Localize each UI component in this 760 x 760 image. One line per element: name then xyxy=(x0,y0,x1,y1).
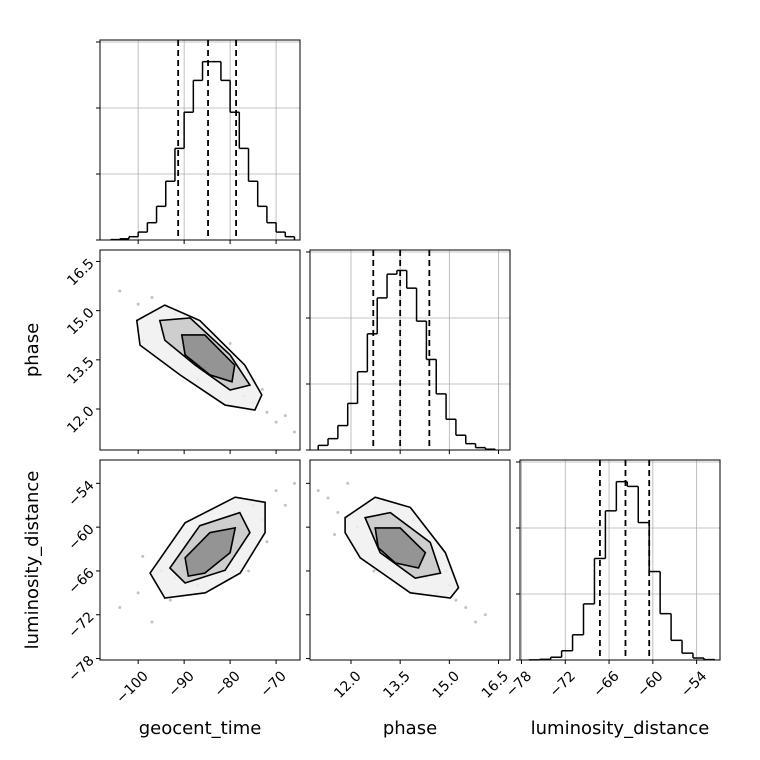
x-tick-label: −60 xyxy=(634,668,666,700)
sample-point xyxy=(141,554,145,558)
sample-point xyxy=(274,489,278,493)
sample-point xyxy=(260,387,264,391)
x-tick-label: −70 xyxy=(257,668,289,700)
x-tick-label: −66 xyxy=(590,668,622,700)
sample-point xyxy=(150,296,154,300)
y-tick-label: 13.5 xyxy=(64,354,97,387)
contour xyxy=(184,526,237,578)
sample-point xyxy=(274,420,278,424)
y-tick-label: −72 xyxy=(65,609,97,641)
sample-point xyxy=(454,598,458,602)
sample-point xyxy=(346,481,350,485)
panel-frame xyxy=(519,459,721,661)
sample-point xyxy=(265,410,269,414)
x-axis-label: geocent_time xyxy=(139,718,262,739)
contour xyxy=(180,334,236,383)
x-tick-label: 12.0 xyxy=(331,668,364,701)
y-tick-label: 16.5 xyxy=(64,256,97,289)
sample-point xyxy=(265,540,269,544)
panel-frame xyxy=(309,459,511,661)
sample-point xyxy=(464,605,468,609)
y-tick-label: −60 xyxy=(65,521,97,553)
y-tick-label: 12.0 xyxy=(64,403,97,436)
panel-frame xyxy=(99,39,301,241)
sample-point xyxy=(150,620,154,624)
sample-point xyxy=(136,591,140,595)
y-axis-label: phase xyxy=(22,323,43,377)
x-axis-label: luminosity_distance xyxy=(531,718,710,739)
x-tick-label: −90 xyxy=(166,668,198,700)
x-tick-label: −80 xyxy=(212,668,244,700)
sample-point xyxy=(316,489,320,493)
sample-point xyxy=(228,341,232,345)
sample-point xyxy=(283,503,287,507)
sample-point xyxy=(247,569,251,573)
sample-point xyxy=(118,605,122,609)
x-tick-label: −100 xyxy=(113,668,152,707)
x-tick-label: −78 xyxy=(503,668,535,700)
x-tick-label: 13.5 xyxy=(380,668,413,701)
contour xyxy=(374,527,427,569)
panel-frame xyxy=(99,249,301,451)
x-tick-label: 15.0 xyxy=(430,668,463,701)
sample-point xyxy=(372,569,376,573)
y-tick-label: 15.0 xyxy=(64,305,97,338)
sample-point xyxy=(474,620,478,624)
y-tick-label: −54 xyxy=(65,478,97,510)
y-tick-label: −66 xyxy=(65,565,97,597)
sample-point xyxy=(118,289,122,293)
sample-point xyxy=(168,598,172,602)
sample-point xyxy=(283,414,287,418)
sample-point xyxy=(292,481,296,485)
y-axis-label: luminosity_distance xyxy=(22,471,43,650)
panel-frame xyxy=(99,459,301,661)
x-tick-label: −54 xyxy=(678,668,710,700)
sample-point xyxy=(483,613,487,617)
sample-point xyxy=(326,496,330,500)
x-tick-label: −72 xyxy=(547,668,579,700)
sample-point xyxy=(336,511,340,515)
sample-point xyxy=(292,430,296,434)
sample-point xyxy=(333,532,337,536)
panel-frame xyxy=(309,249,511,451)
y-tick-label: −78 xyxy=(65,653,97,685)
sample-point xyxy=(136,302,140,306)
x-axis-label: phase xyxy=(383,718,437,739)
